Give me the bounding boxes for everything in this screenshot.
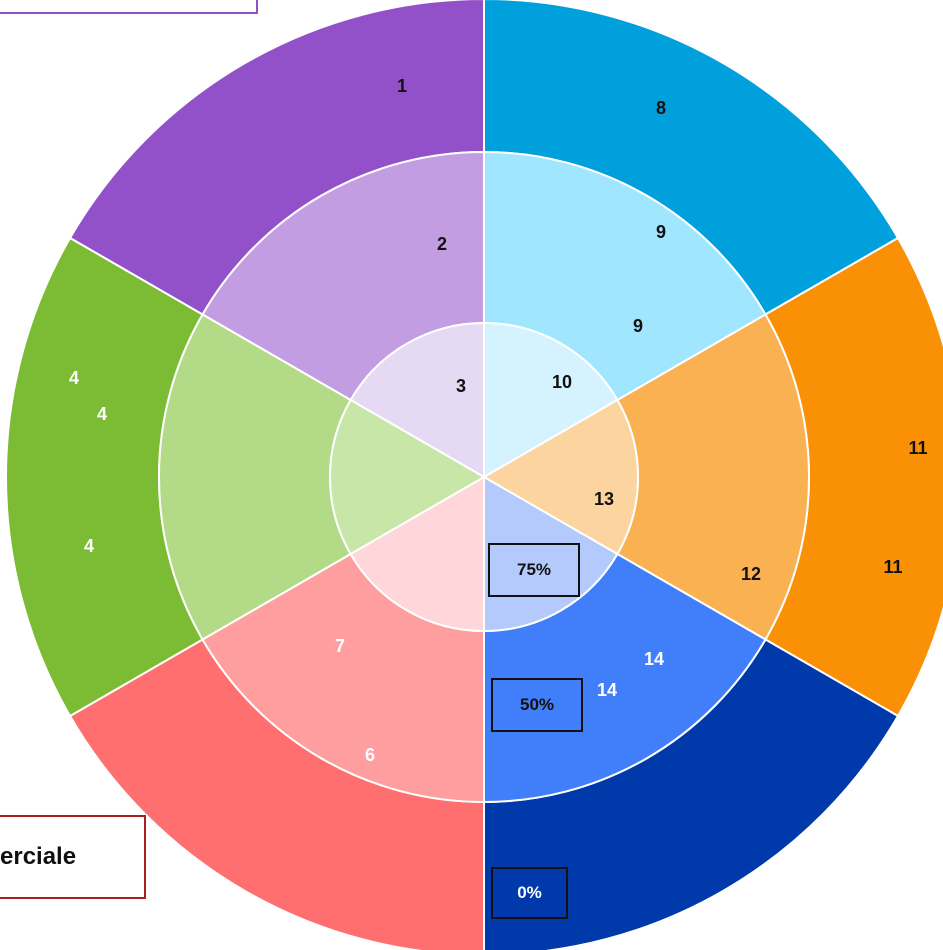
label-6: 6 [365,745,375,765]
purple-label-box [0,0,258,14]
segment-green-inner [329,398,487,556]
wheel-labels: 1 2 3 8 9 9 10 11 11 12 13 14 14 7 6 4 4… [69,76,928,765]
scale-50-percent: 50% [491,678,583,732]
label-13: 13 [594,489,614,509]
label-7: 7 [335,636,345,656]
wheel-rings [5,0,943,950]
label-4-b: 4 [97,404,107,424]
label-4-c: 4 [84,536,94,556]
label-3: 3 [456,376,466,396]
label-11-lower: 11 [883,557,902,577]
segment-blue-inner [483,321,619,479]
label-9-lower: 9 [633,316,643,336]
label-12: 12 [741,564,761,584]
label-2: 2 [437,234,447,254]
label-11-upper: 11 [908,438,927,458]
scale-0-percent: 0% [491,867,568,919]
label-4-a: 4 [69,368,79,388]
label-10: 10 [552,372,572,392]
label-1: 1 [397,76,407,96]
segment-purple-inner [349,321,485,479]
label-8: 8 [656,98,666,118]
label-9-upper: 9 [656,222,666,242]
commercial-label-box: erciale [0,815,146,899]
label-14-lower: 14 [597,680,617,700]
segment-red-inner [349,475,485,633]
scale-75-percent: 75% [488,543,580,597]
segment-dark-blue-inner [483,475,619,633]
label-14-upper: 14 [644,649,664,669]
segment-orange-inner [481,398,639,556]
commercial-label-text: erciale [0,843,77,870]
